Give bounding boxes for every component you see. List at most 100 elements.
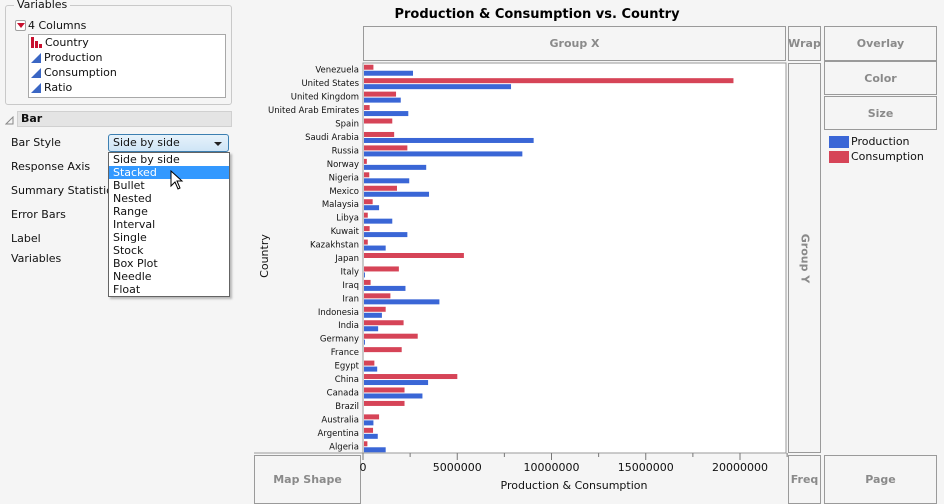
bar-production-libya[interactable] (364, 218, 393, 224)
group-x-zone[interactable]: Group X (363, 26, 786, 61)
bar-consumption-nigeria[interactable] (364, 172, 370, 178)
bar-production-norway[interactable] (364, 164, 427, 170)
column-item-ratio[interactable]: Ratio (29, 80, 225, 95)
map-shape-label: Map Shape (273, 473, 342, 486)
bar-consumption-spain[interactable] (364, 118, 393, 124)
bar-style-option[interactable]: Interval (113, 218, 156, 231)
bar-production-argentina[interactable] (364, 433, 378, 439)
bar-consumption-india[interactable] (364, 320, 404, 326)
group-y-label: Group Y (798, 233, 812, 283)
bar-production-algeria[interactable] (364, 447, 386, 453)
bar-style-option[interactable]: Bullet (113, 179, 145, 192)
bar-production-canada[interactable] (364, 393, 423, 399)
bar-consumption-italy[interactable] (364, 266, 399, 272)
consumption-swatch (829, 150, 849, 163)
bar-style-option[interactable]: Nested (113, 192, 152, 205)
variables-group: Variables 4 Columns Country Production C… (5, 0, 232, 105)
page-zone[interactable]: Page (824, 455, 937, 504)
bar-production-malaysia[interactable] (364, 205, 380, 211)
bar-consumption-australia[interactable] (364, 414, 380, 420)
bar-consumption-brazil[interactable] (364, 400, 405, 406)
bar-consumption-algeria[interactable] (364, 441, 368, 447)
bar-style-option[interactable]: Float (113, 283, 141, 296)
bar-consumption-indonesia[interactable] (364, 306, 386, 312)
bar-consumption-argentina[interactable] (364, 427, 374, 433)
bar-production-china[interactable] (364, 380, 429, 386)
bar-production-indonesia[interactable] (364, 312, 382, 318)
column-item-consumption[interactable]: Consumption (29, 65, 225, 80)
bar-production-united-arab-emirates[interactable] (364, 111, 409, 117)
bar-production-mexico[interactable] (364, 191, 430, 197)
column-list[interactable]: Country Production Consumption Ratio (28, 34, 226, 98)
bar-style-dropdown[interactable]: Side by side Stacked Bullet Nested Range Inte… (108, 152, 230, 297)
bar-production-iran[interactable] (364, 299, 440, 305)
legend-item-consumption[interactable]: Consumption (829, 149, 924, 164)
mouse-cursor-icon (170, 170, 184, 190)
column-item-production[interactable]: Production (29, 50, 225, 65)
bar-style-option[interactable]: Stacked (109, 166, 229, 179)
bar-production-saudi-arabia[interactable] (364, 137, 534, 143)
bar-consumption-mexico[interactable] (364, 185, 397, 191)
y-tick-label: United States (301, 79, 359, 89)
bar-consumption-saudi-arabia[interactable] (364, 131, 395, 137)
bar-consumption-china[interactable] (364, 374, 458, 380)
bar-production-italy[interactable] (364, 272, 365, 278)
wrap-zone[interactable]: Wrap (788, 26, 821, 61)
overlay-zone[interactable]: Overlay (824, 26, 937, 61)
bar-production-iraq[interactable] (364, 285, 406, 291)
bar-production-united-kingdom[interactable] (364, 97, 401, 103)
bar-production-united-states[interactable] (364, 84, 512, 90)
bar-style-select[interactable]: Side by side (108, 134, 229, 152)
column-item-country[interactable]: Country (29, 35, 225, 50)
bar-consumption-canada[interactable] (364, 387, 405, 393)
y-tick-label: Japan (334, 254, 359, 264)
bar-consumption-egypt[interactable] (364, 360, 375, 366)
y-tick-label: Kazakhstan (310, 241, 359, 251)
bar-style-option[interactable]: Single (113, 231, 147, 244)
y-tick-label: Russia (332, 146, 359, 156)
bar-production-germany[interactable] (364, 339, 365, 345)
bar-style-option[interactable]: Stock (113, 244, 144, 257)
bar-consumption-france[interactable] (364, 347, 402, 353)
collapse-triangle-icon[interactable] (4, 115, 14, 124)
bar-style-option[interactable]: Box Plot (113, 257, 158, 270)
red-triangle-menu-icon[interactable] (15, 20, 26, 31)
bar-consumption-iran[interactable] (364, 293, 391, 299)
bar-production-india[interactable] (364, 326, 379, 332)
bar-production-kuwait[interactable] (364, 232, 408, 238)
bar-consumption-malaysia[interactable] (364, 199, 373, 205)
columns-header[interactable]: 4 Columns (15, 19, 86, 32)
bar-production-russia[interactable] (364, 151, 523, 157)
size-zone[interactable]: Size (824, 96, 937, 130)
bar-consumption-norway[interactable] (364, 158, 367, 164)
bar-production-australia[interactable] (364, 420, 374, 426)
bar-consumption-united-arab-emirates[interactable] (364, 105, 370, 111)
column-name: Ratio (44, 81, 73, 94)
color-zone[interactable]: Color (824, 61, 937, 95)
bar-consumption-germany[interactable] (364, 333, 418, 339)
bar-consumption-united-kingdom[interactable] (364, 91, 397, 97)
bar-consumption-kazakhstan[interactable] (364, 239, 368, 245)
bar-consumption-venezuela[interactable] (364, 64, 374, 70)
bar-consumption-japan[interactable] (364, 253, 464, 258)
bar-consumption-united-states[interactable] (364, 78, 734, 84)
bar-consumption-russia[interactable] (364, 145, 408, 151)
y-tick-label: Norway (327, 160, 359, 170)
bar-production-venezuela[interactable] (364, 70, 414, 76)
bar-style-option[interactable]: Side by side (113, 153, 180, 166)
legend-item-production[interactable]: Production (829, 134, 924, 149)
bar-consumption-iraq[interactable] (364, 279, 371, 285)
bar-production-egypt[interactable] (364, 366, 378, 372)
bar-section-header[interactable]: Bar (4, 111, 232, 127)
group-y-zone[interactable]: Group Y (788, 63, 821, 453)
map-shape-zone[interactable]: Map Shape (254, 455, 361, 504)
y-tick-label: Algeria (329, 442, 359, 452)
bar-consumption-libya[interactable] (364, 212, 368, 218)
bar-style-option[interactable]: Needle (113, 270, 152, 283)
freq-zone[interactable]: Freq (788, 455, 821, 504)
bar-style-option[interactable]: Range (113, 205, 148, 218)
bar-production-nigeria[interactable] (364, 178, 410, 184)
bar-production-kazakhstan[interactable] (364, 245, 386, 251)
bar-consumption-kuwait[interactable] (364, 226, 370, 232)
y-tick-label: France (331, 348, 359, 358)
